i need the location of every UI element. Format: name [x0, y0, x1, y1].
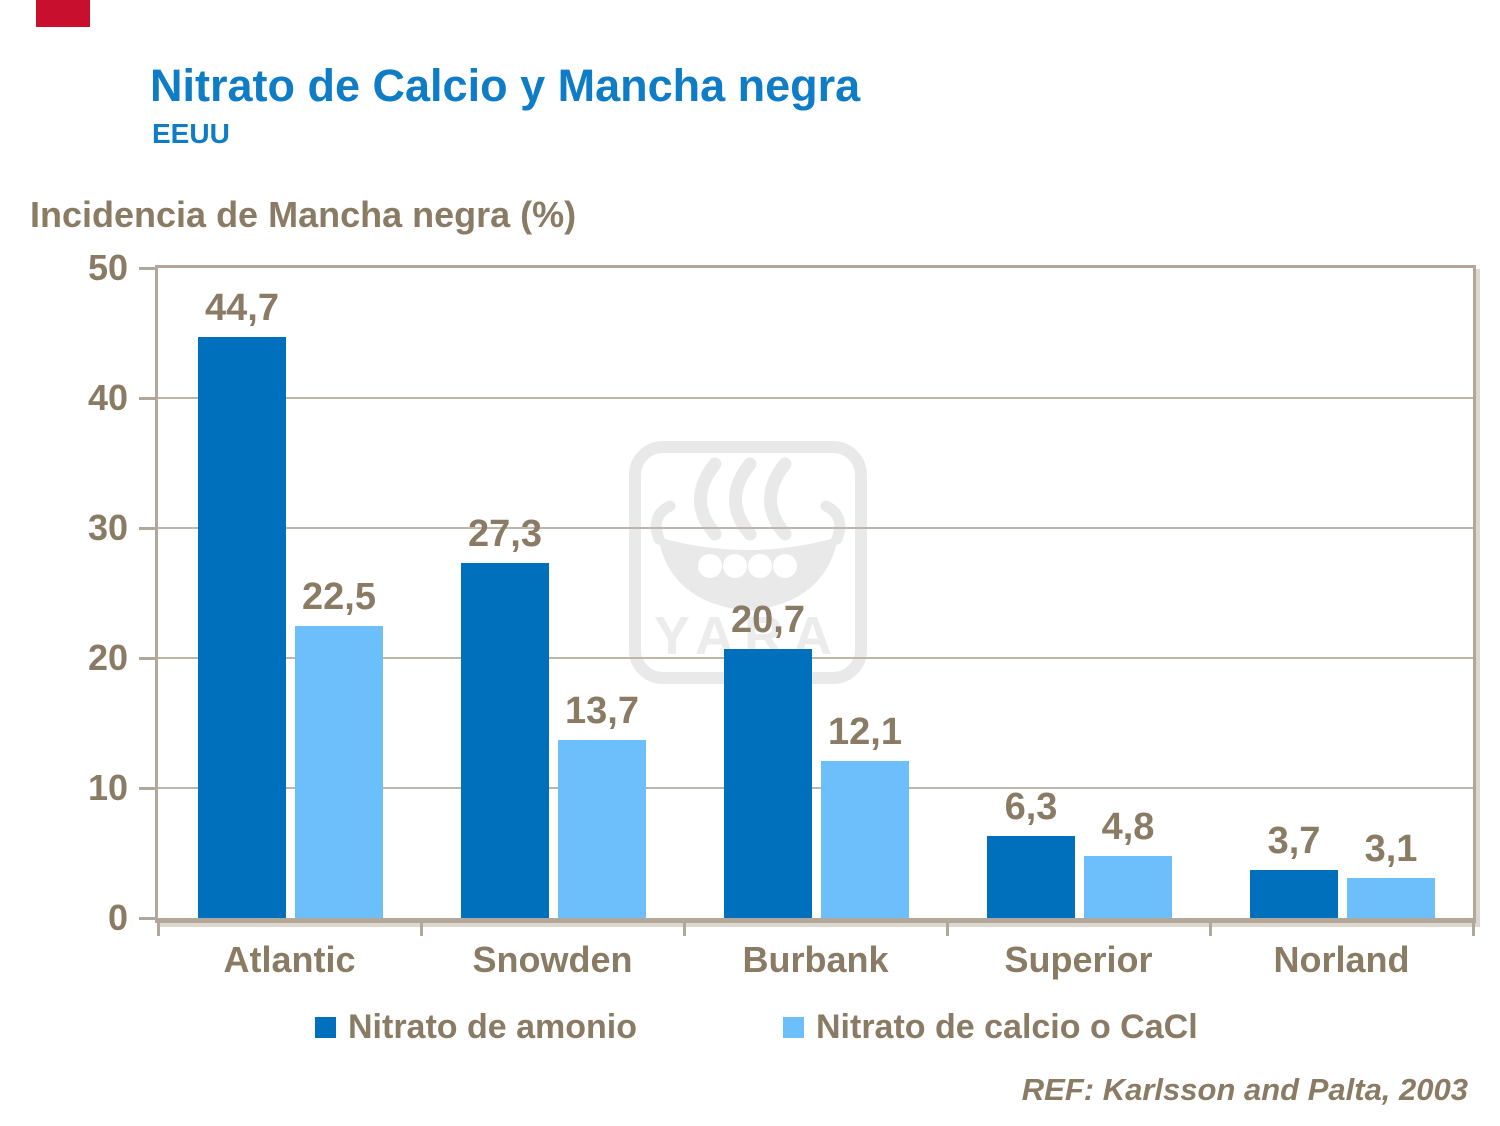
y-tick-label-20: 20 [87, 637, 128, 678]
x-category-label-snowden: Snowden [472, 939, 633, 980]
y-tick-label-0: 0 [107, 897, 128, 938]
y-tick-mark-0 [139, 917, 156, 920]
plot-area: YARA 44,7 27,3 20,7 6,3 3,7 22,5 13,7 12,1 4,8 3,… [155, 265, 1476, 923]
x-tick-mark-4 [1209, 923, 1212, 936]
value-label-burbank-series1: 20,7 [731, 598, 805, 641]
bar-norland-series1 [1250, 869, 1338, 918]
legend-swatch-series2 [783, 1017, 804, 1038]
y-tick-label-50: 50 [87, 247, 128, 288]
bar-norland-series2 [1347, 877, 1435, 918]
bar-burbank-series2 [821, 760, 909, 918]
y-tick-mark-10 [139, 787, 156, 790]
legend-label-series2: Nitrato de calcio o CaCl [816, 1008, 1198, 1046]
bar-atlantic-series1 [198, 336, 286, 918]
y-tick-label-30: 30 [87, 507, 128, 548]
value-label-atlantic-series2: 22,5 [302, 575, 376, 618]
bar-burbank-series1 [724, 648, 812, 918]
slide-title: Nitrato de Calcio y Mancha negra [150, 60, 861, 111]
value-label-atlantic-series1: 44,7 [205, 286, 279, 329]
slide-subtitle: EEUU [152, 118, 230, 149]
y-tick-label-10: 10 [87, 767, 128, 808]
legend-label-series1: Nitrato de amonio [348, 1008, 638, 1046]
bar-atlantic-series2 [295, 625, 383, 918]
bar-snowden-series1 [461, 563, 549, 918]
value-label-norland-series1: 3,7 [1267, 819, 1321, 862]
bar-snowden-series2 [558, 739, 646, 918]
x-tick-mark-5 [1472, 923, 1475, 936]
x-tick-mark-2 [683, 923, 686, 936]
x-category-label-burbank: Burbank [742, 939, 889, 980]
x-category-label-norland: Norland [1273, 939, 1410, 980]
value-label-burbank-series2: 12,1 [828, 710, 902, 753]
y-tick-mark-40 [139, 397, 156, 400]
gridline-40 [158, 397, 1473, 399]
x-tick-mark-3 [946, 923, 949, 936]
value-label-snowden-series1: 27,3 [468, 513, 542, 556]
legend-item-series2: Nitrato de calcio o CaCl [783, 1008, 1198, 1047]
y-axis-title: Incidencia de Mancha negra (%) [30, 194, 577, 235]
y-tick-label-40: 40 [87, 377, 128, 418]
bar-superior-series2 [1084, 855, 1172, 918]
value-label-snowden-series2: 13,7 [565, 689, 639, 732]
x-category-label-superior: Superior [1004, 939, 1153, 980]
reference-text: REF: Karlsson and Palta, 2003 [1021, 1072, 1468, 1107]
legend-item-series1: Nitrato de amonio [315, 1008, 637, 1047]
x-category-label-atlantic: Atlantic [223, 939, 356, 980]
red-corner-marker [36, 0, 90, 27]
gridline-30 [158, 527, 1473, 529]
bar-superior-series1 [987, 836, 1075, 918]
legend-swatch-series1 [315, 1017, 336, 1038]
value-label-norland-series2: 3,1 [1364, 827, 1418, 870]
y-tick-mark-20 [139, 657, 156, 660]
value-label-superior-series1: 6,3 [1004, 786, 1058, 829]
x-tick-mark-0 [157, 923, 160, 936]
gridline-20 [158, 657, 1473, 659]
gridline-10 [158, 787, 1473, 789]
y-tick-mark-50 [139, 267, 156, 270]
x-tick-mark-1 [420, 923, 423, 936]
y-tick-mark-30 [139, 527, 156, 530]
value-label-superior-series2: 4,8 [1101, 805, 1155, 848]
